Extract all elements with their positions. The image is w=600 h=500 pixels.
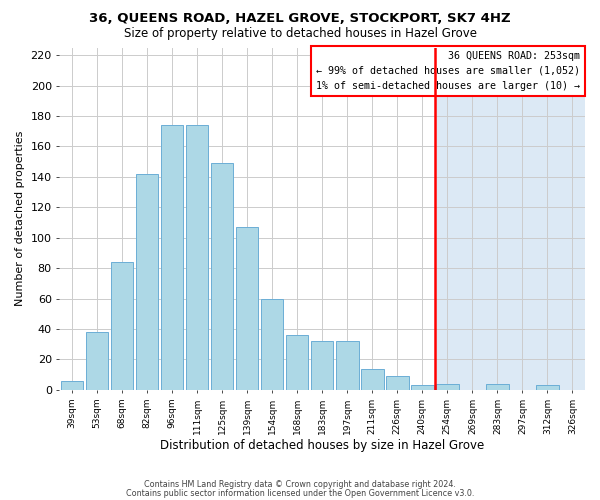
Bar [361, 368, 383, 390]
Bar [435, 48, 585, 390]
Bar [111, 262, 133, 390]
Bar [161, 125, 184, 390]
Bar [211, 163, 233, 390]
Bar [386, 376, 409, 390]
Bar [311, 341, 334, 390]
Bar [411, 386, 434, 390]
Bar [86, 332, 108, 390]
Bar [436, 384, 458, 390]
Bar [236, 227, 259, 390]
Bar [186, 125, 208, 390]
Bar [61, 381, 83, 390]
X-axis label: Distribution of detached houses by size in Hazel Grove: Distribution of detached houses by size … [160, 440, 484, 452]
Text: Size of property relative to detached houses in Hazel Grove: Size of property relative to detached ho… [124, 28, 476, 40]
Y-axis label: Number of detached properties: Number of detached properties [15, 131, 25, 306]
Bar [336, 341, 359, 390]
Bar [136, 174, 158, 390]
Bar [486, 384, 509, 390]
Text: Contains HM Land Registry data © Crown copyright and database right 2024.: Contains HM Land Registry data © Crown c… [144, 480, 456, 489]
Text: 36 QUEENS ROAD: 253sqm
← 99% of detached houses are smaller (1,052)
1% of semi-d: 36 QUEENS ROAD: 253sqm ← 99% of detached… [316, 51, 580, 90]
Text: 36, QUEENS ROAD, HAZEL GROVE, STOCKPORT, SK7 4HZ: 36, QUEENS ROAD, HAZEL GROVE, STOCKPORT,… [89, 12, 511, 26]
Bar [286, 335, 308, 390]
Text: Contains public sector information licensed under the Open Government Licence v3: Contains public sector information licen… [126, 489, 474, 498]
Bar [261, 298, 283, 390]
Bar [536, 386, 559, 390]
